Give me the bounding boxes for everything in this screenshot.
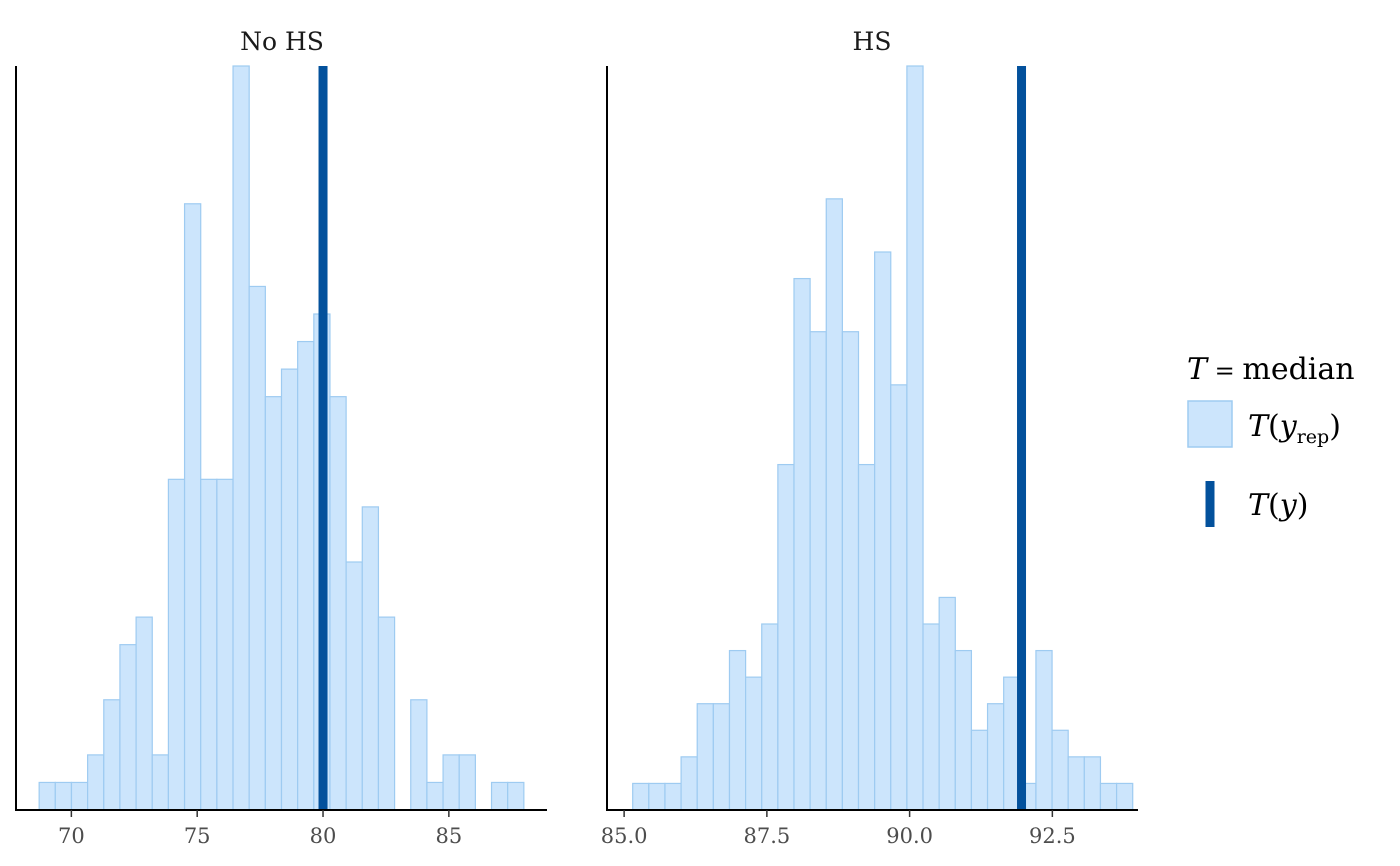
histogram-bar — [664, 782, 682, 811]
histogram-bar — [986, 703, 1005, 811]
histogram-bar — [777, 463, 795, 811]
histogram-bar — [874, 251, 892, 811]
legend-label-rep-part: y — [1278, 409, 1298, 444]
histogram-bar — [119, 644, 137, 811]
histogram-bar — [54, 781, 73, 811]
histogram-bar — [232, 65, 250, 811]
panel-title: HS — [853, 27, 892, 56]
histogram-bar — [1099, 782, 1118, 811]
histogram-bar — [507, 781, 525, 811]
legend-label-observed-part: T — [1248, 488, 1270, 523]
histogram-bar — [857, 463, 876, 811]
histogram-bar — [745, 676, 763, 811]
histogram-bar — [377, 616, 396, 811]
x-tick-label: 87.5 — [743, 824, 790, 848]
legend-title-stat: median — [1242, 352, 1354, 387]
histogram-bar — [841, 331, 860, 811]
legend-label-rep-part: rep — [1297, 426, 1330, 448]
histogram-bar — [1035, 649, 1053, 811]
histogram-bar — [954, 649, 973, 811]
histogram-bar — [329, 396, 347, 811]
legend-title-equals: = — [1207, 357, 1242, 385]
histogram-bar — [761, 623, 779, 811]
histogram-bar — [632, 782, 650, 811]
histogram-bar — [103, 699, 121, 811]
histogram-bar — [264, 396, 283, 811]
histogram-bar — [135, 616, 153, 811]
histogram-bar — [825, 198, 843, 811]
histogram-bar — [167, 478, 186, 811]
histogram-bar — [200, 478, 218, 811]
histogram-bar — [793, 277, 811, 811]
x-tick-label: 90.0 — [886, 824, 933, 848]
panel-0: No HS 70 75 80 85 — [15, 27, 547, 848]
histogram-bar — [70, 781, 89, 811]
histogram-bar — [680, 756, 698, 811]
legend-label-observed-part: y — [1278, 488, 1298, 523]
legend-label-rep-part: ( — [1268, 409, 1280, 444]
histogram-bar — [922, 623, 940, 811]
histogram-bar — [38, 781, 56, 811]
histogram-bar — [1067, 756, 1085, 811]
legend-label-observed-part: ) — [1297, 488, 1309, 523]
histogram-bar — [151, 754, 170, 811]
histogram-bar — [890, 384, 908, 811]
histogram-bar — [809, 331, 827, 811]
histogram-bar — [183, 203, 202, 811]
histogram-bar — [345, 561, 363, 811]
histogram-bar — [1051, 729, 1069, 811]
histogram-bar — [426, 781, 444, 811]
histogram-bar — [216, 478, 234, 811]
legend-title: T = median — [1187, 352, 1355, 387]
histogram-bar — [248, 285, 266, 811]
x-tick-label: 75 — [184, 824, 211, 848]
x-tick-label: 85.0 — [601, 824, 648, 848]
histogram-bar — [87, 754, 105, 811]
legend-label-rep: T(yrep) — [1248, 409, 1341, 448]
histogram-bar — [1083, 756, 1102, 811]
histogram-bar — [712, 703, 731, 811]
histogram-bar — [442, 754, 460, 811]
histogram-bar — [970, 729, 989, 811]
legend-key-rep — [1187, 400, 1233, 448]
x-tick-label: 80 — [310, 824, 337, 848]
legend-label-rep-part: ) — [1329, 409, 1341, 444]
histogram-bar — [361, 506, 380, 811]
panel-title: No HS — [240, 27, 324, 56]
legend-label-observed: T(y) — [1248, 488, 1308, 523]
histogram-bar — [490, 781, 509, 811]
histogram-bar — [728, 649, 747, 811]
histogram-bar — [297, 340, 315, 811]
histogram-bar — [648, 782, 666, 811]
legend-label-rep-part: T — [1248, 409, 1270, 444]
legend-title-symbol: T — [1187, 352, 1209, 387]
x-tick-label: 70 — [58, 824, 85, 848]
histogram-bar — [280, 368, 299, 811]
x-tick-label: 92.5 — [1029, 824, 1076, 848]
legend-label-observed-part: ( — [1268, 488, 1280, 523]
panel-1: HS 85.0 87.5 90.0 92.5 — [601, 27, 1138, 848]
histogram-bar — [458, 754, 476, 811]
histogram-bar — [696, 703, 714, 811]
histogram-bar — [906, 65, 924, 811]
histogram-bar — [1115, 782, 1134, 811]
histogram-bar — [410, 699, 428, 811]
histogram-bar — [938, 596, 956, 811]
x-tick-label: 85 — [435, 824, 462, 848]
